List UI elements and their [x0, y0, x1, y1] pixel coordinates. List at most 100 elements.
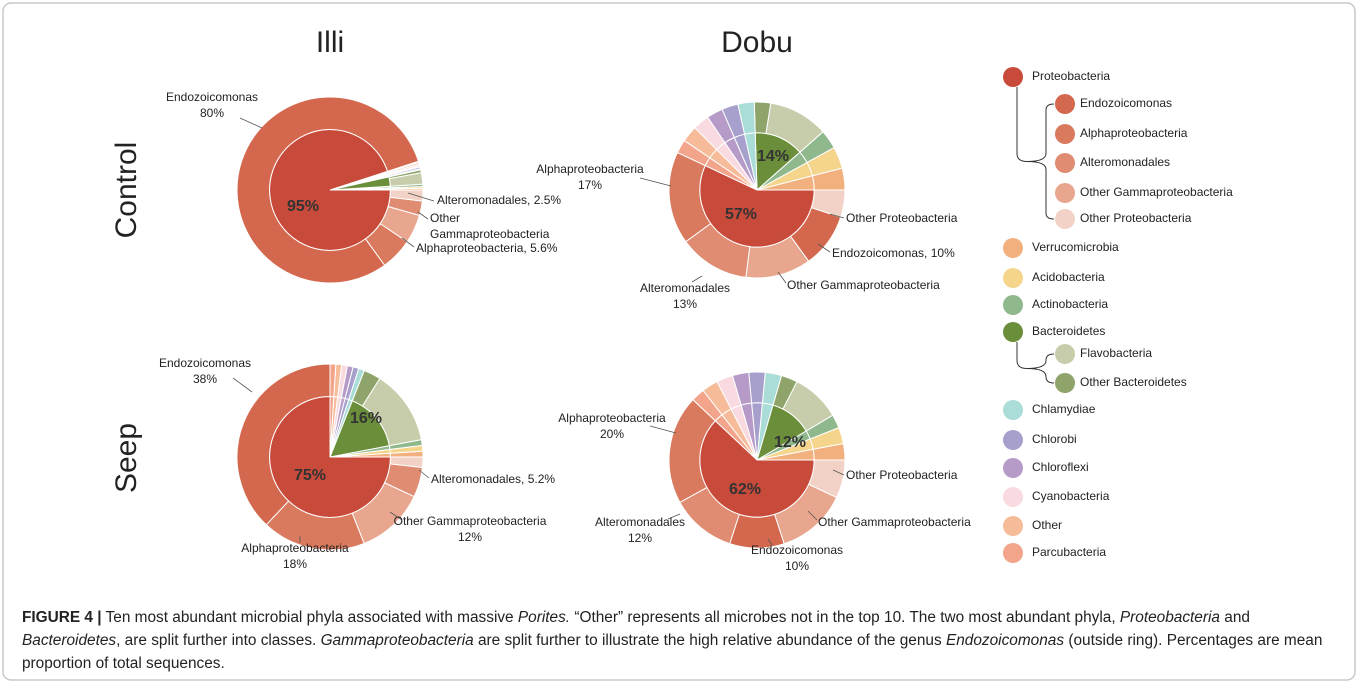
legend-swatch — [1003, 322, 1023, 342]
slice-label: Other — [430, 211, 460, 225]
caption-run: , are split further into classes. — [116, 632, 321, 649]
slice-label: 10% — [785, 559, 809, 573]
slice-label: Endozoicomonas — [159, 356, 251, 370]
slice-label: Gammaproteobacteria — [430, 227, 550, 241]
leader-line — [401, 237, 415, 248]
leader-line — [829, 213, 845, 219]
leader-line — [389, 511, 403, 521]
slice-label: Other Gammaproteobacteria — [394, 514, 547, 528]
slice-label: Other Gammaproteobacteria — [818, 515, 971, 529]
slice-percent: 16% — [350, 410, 382, 427]
leader-line — [649, 425, 677, 434]
legend-swatch — [1055, 153, 1075, 173]
legend-label: Bacteroidetes — [1032, 324, 1105, 338]
column-header: Dobu — [721, 26, 793, 59]
slice-percent: 57% — [725, 206, 757, 223]
legend-swatch — [1003, 238, 1023, 258]
slice-label: 38% — [193, 372, 217, 386]
legend-label: Flavobacteria — [1080, 346, 1152, 360]
slice-percent: 95% — [287, 198, 319, 215]
caption-run: Ten most abundant microbial phyla associ… — [101, 609, 518, 626]
legend-label: Verrucomicrobia — [1032, 240, 1119, 254]
legend-swatch — [1003, 400, 1023, 420]
leader-line — [817, 243, 831, 253]
slice-label: 13% — [673, 297, 697, 311]
legend-swatch — [1003, 430, 1023, 450]
legend-brace — [1016, 342, 1055, 384]
legend-swatch — [1003, 543, 1023, 563]
caption-run: Porites. — [517, 609, 571, 626]
caption: FIGURE 4 | Ten most abundant microbial p… — [22, 606, 1342, 675]
leader-line — [691, 275, 703, 283]
legend-label: Chlorobi — [1032, 432, 1077, 446]
row-header: Control — [110, 142, 143, 239]
slice-label: Endozoicomonas, 10% — [832, 246, 955, 260]
slice-label: Alphaproteobacteria — [241, 541, 349, 555]
legend-swatch — [1003, 458, 1023, 478]
legend-label: Cyanobacteria — [1032, 489, 1110, 503]
column-header: Illi — [316, 26, 344, 59]
legend-swatch — [1003, 487, 1023, 507]
legend-brace — [1016, 87, 1055, 220]
caption-run: Gammaproteobacteria — [320, 632, 474, 649]
slice-label: Alteromonadales — [640, 281, 730, 295]
slice-label: Alphaproteobacteria, 5.6% — [416, 241, 558, 255]
legend-swatch — [1055, 124, 1075, 144]
caption-run: Bacteroidetes — [22, 632, 117, 649]
slice-label: Other Proteobacteria — [846, 211, 958, 225]
legend-swatch — [1003, 67, 1023, 87]
slice-label: Alphaproteobacteria — [558, 411, 666, 425]
inner-slice — [269, 129, 391, 251]
outer-slice — [808, 459, 846, 499]
legend-swatch — [1055, 373, 1075, 393]
outer-slice — [236, 96, 420, 284]
legend-label: Other Bacteroidetes — [1080, 375, 1187, 389]
caption-run: Endozoicomonas — [945, 632, 1065, 649]
outer-slice — [236, 363, 331, 526]
slice-percent: 75% — [294, 467, 326, 484]
legend-swatch — [1055, 209, 1075, 229]
slice-label: 80% — [200, 106, 224, 120]
legend-label: Other Proteobacteria — [1080, 211, 1192, 225]
slice-label: Alteromonadales, 2.5% — [437, 193, 561, 207]
leader-line — [417, 211, 429, 220]
row-header: Seep — [110, 423, 143, 493]
slice-percent: 12% — [774, 434, 806, 451]
slice-label: 18% — [283, 557, 307, 571]
leader-line — [239, 117, 263, 129]
leader-line — [232, 377, 253, 393]
legend-label: Endozoicomonas — [1080, 96, 1172, 110]
legend-swatch — [1055, 344, 1075, 364]
leader-line — [777, 271, 787, 284]
legend-swatch — [1055, 94, 1075, 114]
slice-label: 17% — [578, 178, 602, 192]
legend-label: Actinobacteria — [1032, 297, 1108, 311]
legend-swatch — [1003, 295, 1023, 315]
legend-label: Acidobacteria — [1032, 270, 1105, 284]
slice-label: 12% — [628, 531, 652, 545]
slice-label: Endozoicomonas — [166, 90, 258, 104]
caption-run: FIGURE 4 | — [22, 609, 102, 626]
slice-label: Endozoicomonas — [751, 543, 843, 557]
leader-line — [639, 177, 672, 187]
caption-run: (outside ring). Percentages are mean pro… — [22, 632, 1323, 672]
caption-run: are split further to illustrate the high… — [473, 632, 946, 649]
legend-swatch — [1055, 183, 1075, 203]
caption-run: “Other” represents all microbes not in t… — [570, 609, 1120, 626]
legend-swatch — [1003, 516, 1023, 536]
leader-line — [767, 538, 773, 546]
slice-percent: 14% — [757, 148, 789, 165]
leader-line — [807, 510, 818, 521]
legend-label: Chloroflexi — [1032, 460, 1089, 474]
outer-slice — [810, 189, 846, 218]
slice-percent: 62% — [729, 481, 761, 498]
leader-line — [832, 469, 845, 476]
legend-swatch — [1003, 268, 1023, 288]
legend-label: Other Gammaproteobacteria — [1080, 185, 1233, 199]
leader-line — [418, 469, 430, 479]
leader-line — [407, 192, 435, 202]
slice-label: Other Proteobacteria — [846, 468, 958, 482]
